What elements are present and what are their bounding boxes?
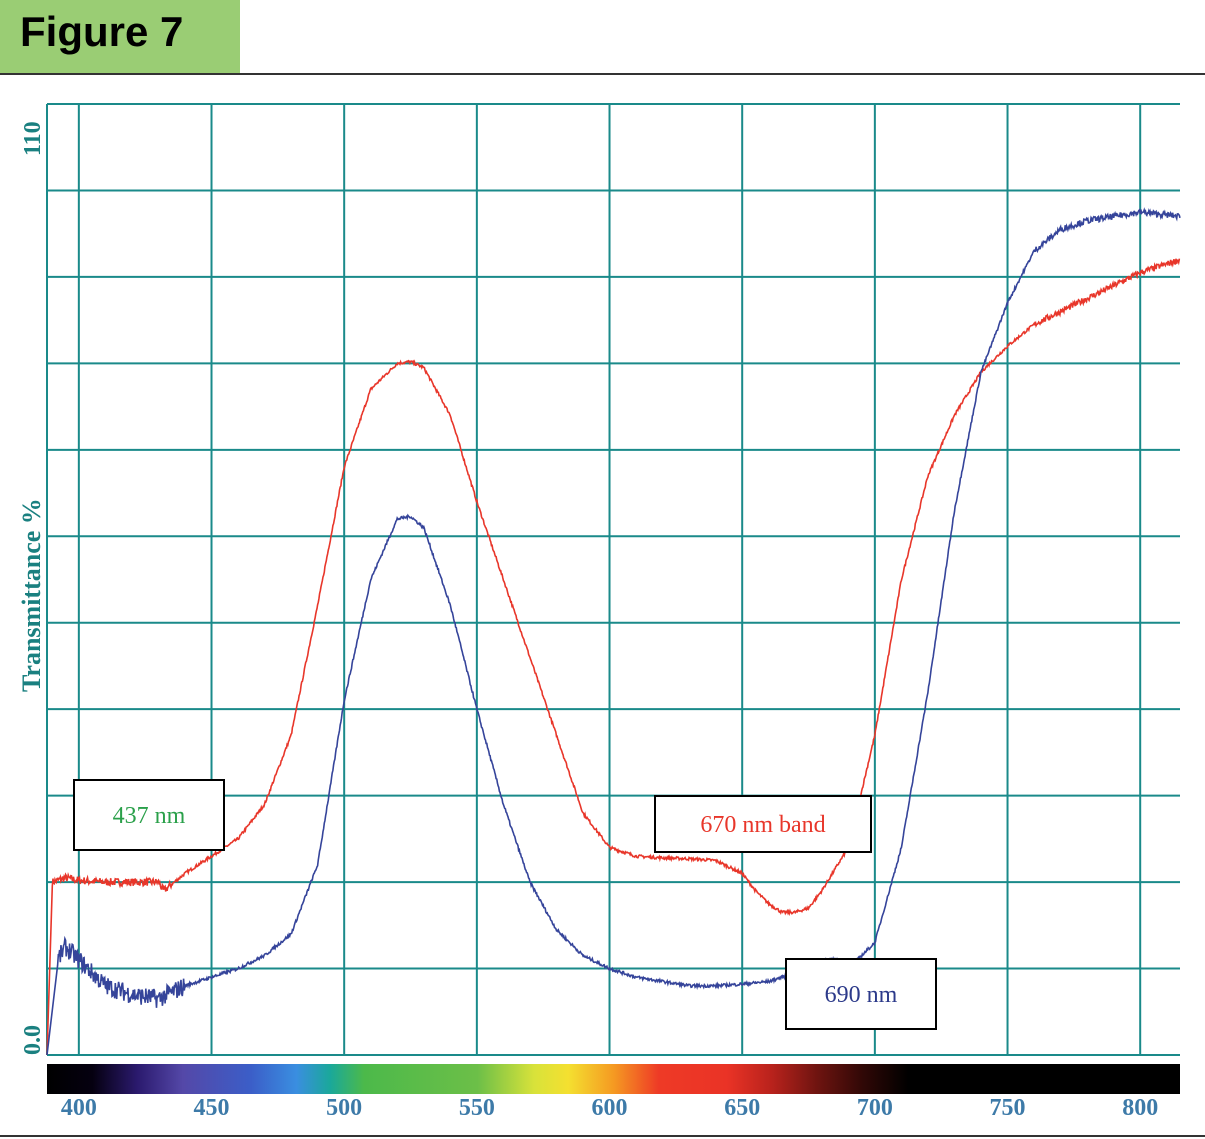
- figure-label: Figure 7: [20, 8, 184, 55]
- annotation-label: 670 nm band: [700, 812, 825, 838]
- figure-label-box: Figure 7: [0, 0, 240, 74]
- x-tick-label: 600: [592, 1095, 628, 1121]
- x-tick-label: 550: [459, 1095, 495, 1121]
- x-tick-label: 500: [326, 1095, 362, 1121]
- y-tick-label: 110: [20, 121, 46, 156]
- y-tick-label: 0.0: [20, 1025, 46, 1055]
- x-axis-ticks: 400 450 500 550 600 650 700 750 800: [61, 1095, 1158, 1121]
- x-tick-label: 800: [1122, 1095, 1158, 1121]
- annotation-box: [654, 795, 872, 853]
- series-blue-line: [46, 207, 1181, 1056]
- annotation-label: 437 nm: [113, 803, 186, 829]
- grid: [46, 103, 1180, 1056]
- annotation-label: 690 nm: [825, 982, 898, 1008]
- y-axis-label: Transmittance %: [17, 498, 46, 692]
- x-tick-label: 650: [724, 1095, 760, 1121]
- x-tick-label: 750: [990, 1095, 1026, 1121]
- header-divider: [0, 73, 1205, 75]
- annotation-box: [73, 779, 225, 851]
- footer-divider: [0, 1135, 1205, 1137]
- series-red-line: [46, 258, 1181, 1056]
- annotations: 437 nm 670 nm band 690 nm: [73, 779, 937, 1030]
- spectrum-bar: [47, 1064, 1180, 1094]
- x-tick-label: 700: [857, 1095, 893, 1121]
- y-axis-ticks: 0.0 110: [20, 121, 46, 1055]
- x-tick-label: 400: [61, 1095, 97, 1121]
- annotation-box: [785, 958, 937, 1030]
- x-tick-label: 450: [194, 1095, 230, 1121]
- series-layer: [46, 207, 1181, 1056]
